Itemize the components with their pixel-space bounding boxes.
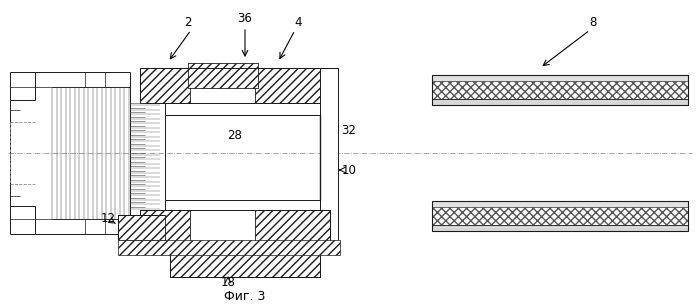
Bar [255,210,330,245]
Bar [140,68,190,103]
Bar [432,81,688,99]
Bar [255,68,330,103]
Text: 28: 28 [228,129,243,141]
Text: 12: 12 [101,211,115,225]
Bar [432,201,688,207]
Text: 36: 36 [238,12,252,24]
Text: 18: 18 [221,277,236,289]
Bar [432,75,688,81]
Bar [118,215,165,240]
Bar [432,225,688,231]
Text: 2: 2 [185,16,192,28]
Text: Фиг. 3: Фиг. 3 [224,289,266,303]
Bar [432,207,688,225]
Text: 8: 8 [589,16,597,28]
Text: 10: 10 [342,163,356,177]
Bar [188,63,258,88]
Text: 32: 32 [342,124,356,136]
Text: 4: 4 [294,16,302,28]
Bar [170,245,320,277]
Bar [118,240,340,255]
Bar [320,68,338,243]
Bar [140,210,190,245]
Bar [432,99,688,105]
